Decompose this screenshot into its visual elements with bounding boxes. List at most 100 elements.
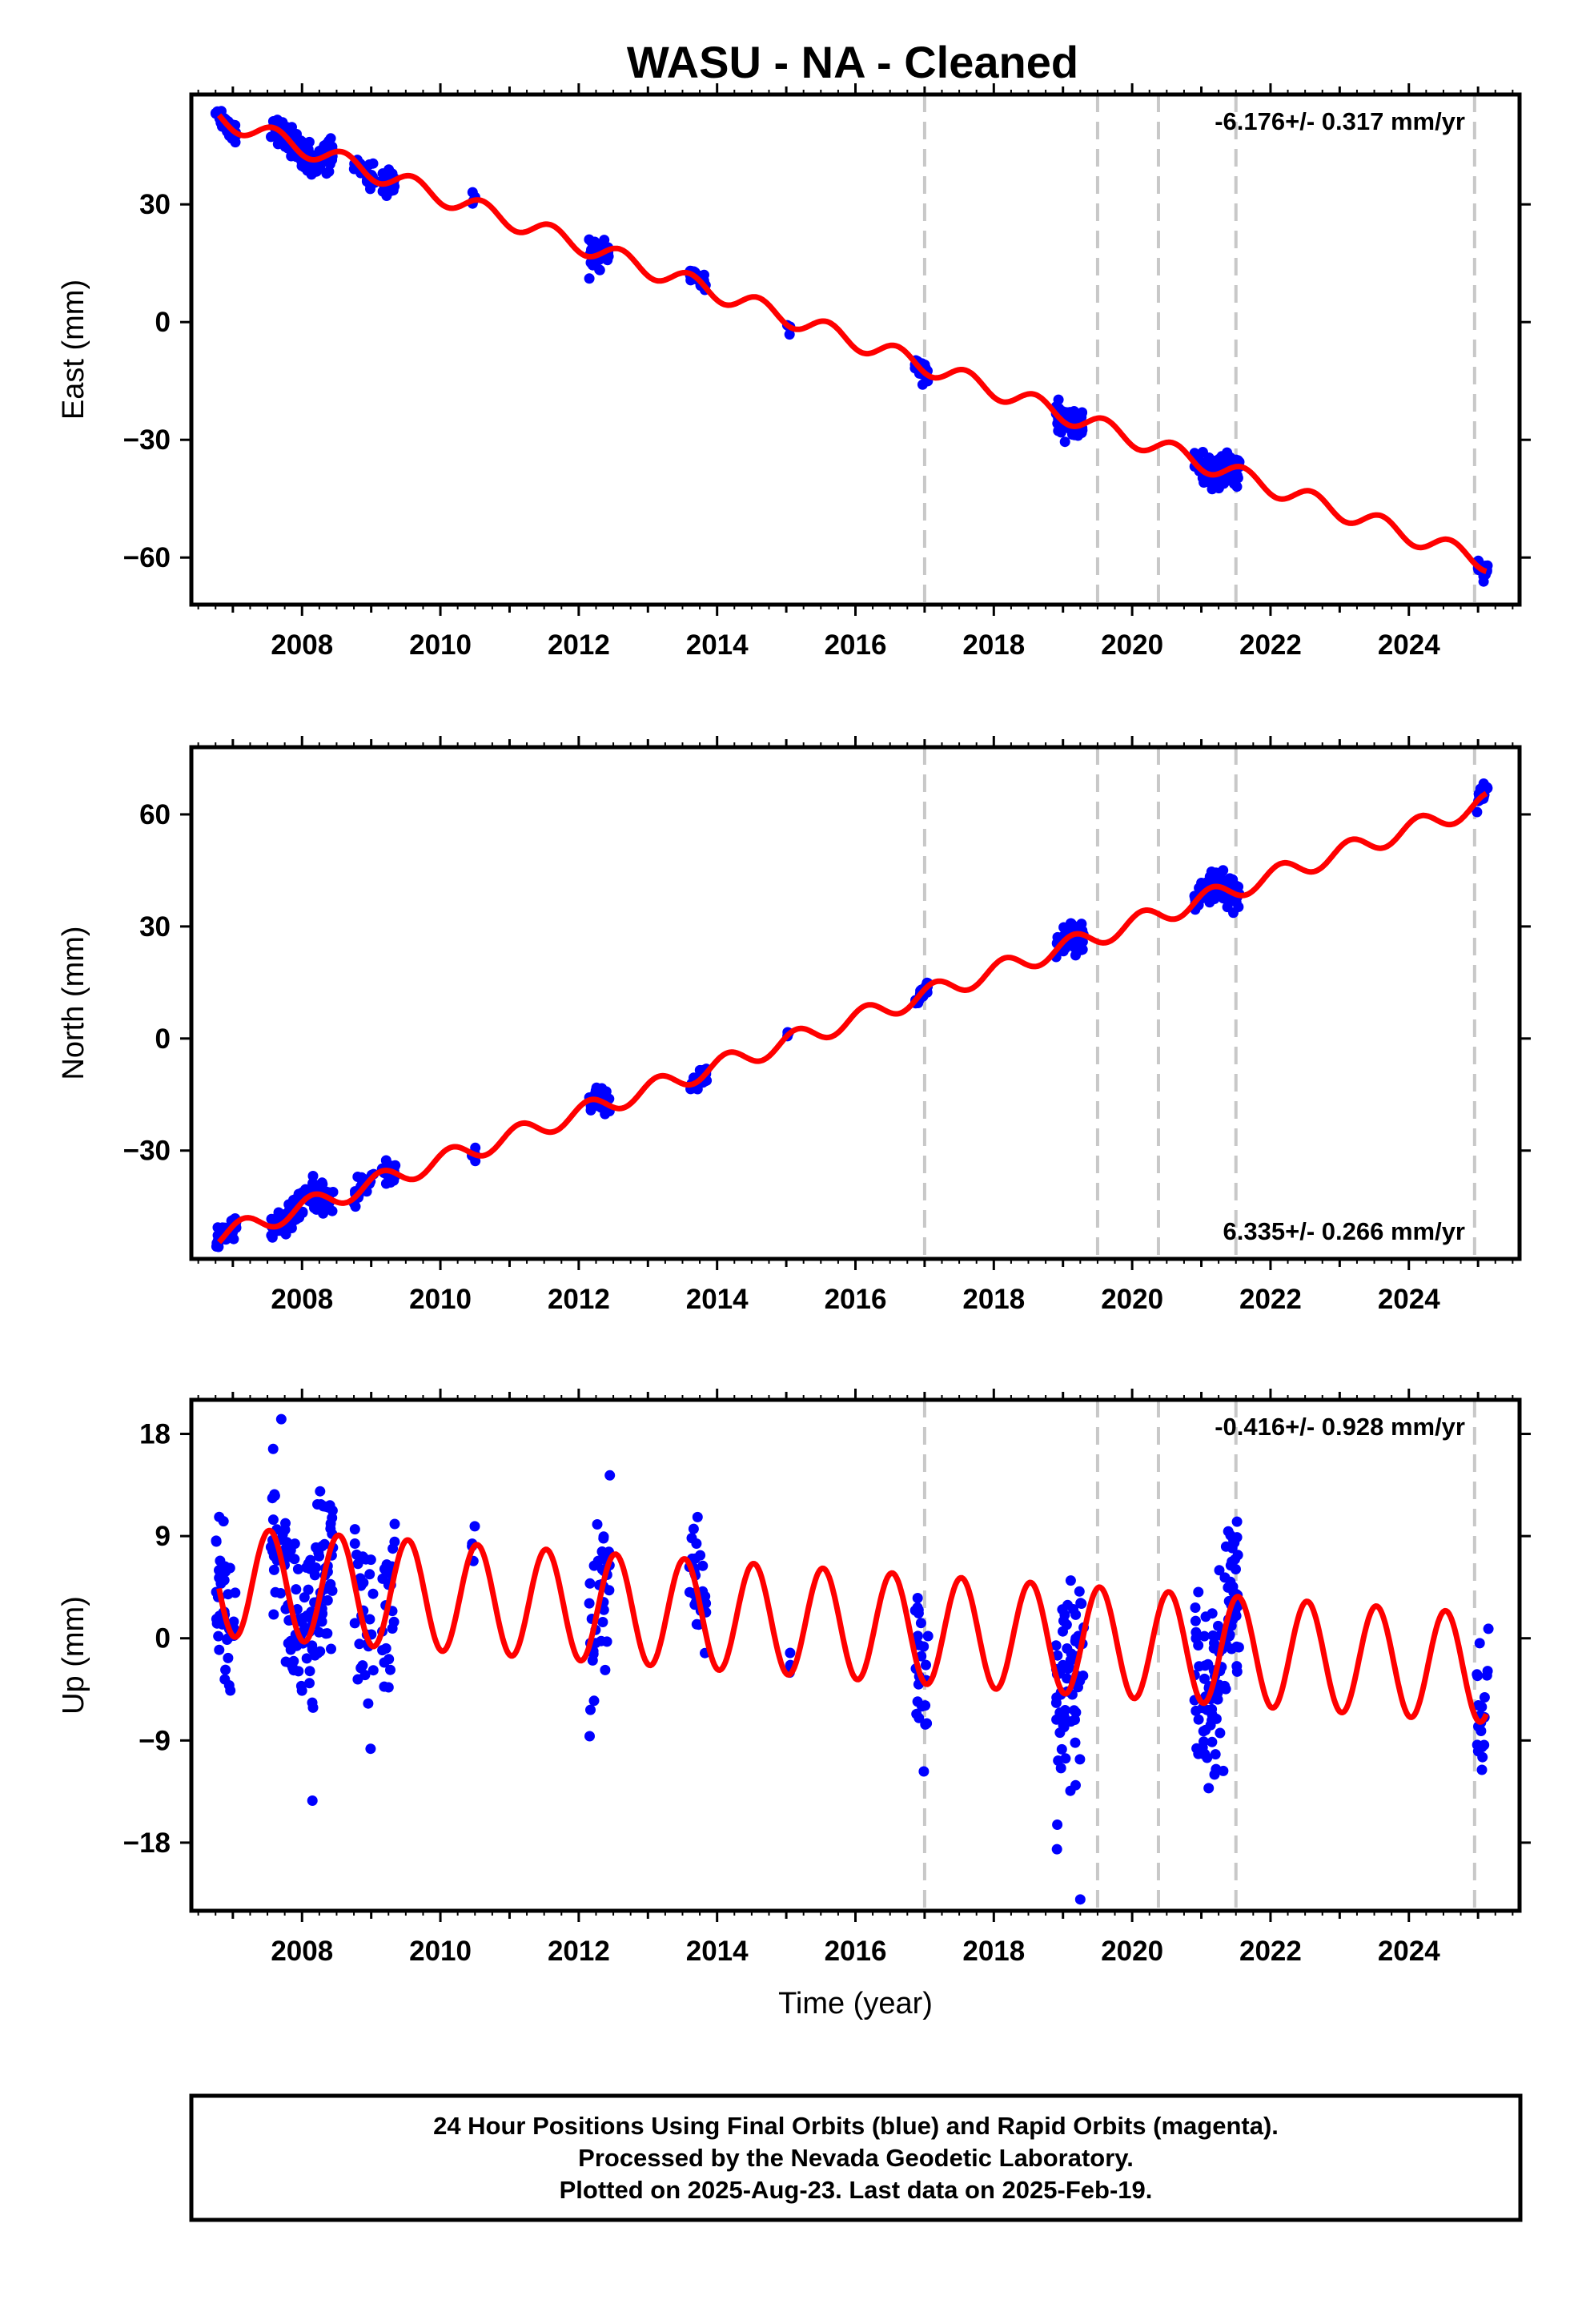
up-point-218 xyxy=(381,1559,392,1570)
caption-line-3: Plotted on 2025-Aug-23. Last data on 202… xyxy=(560,2176,1153,2204)
up-point-326 xyxy=(917,1701,927,1712)
up-point-511 xyxy=(1479,1692,1490,1703)
east-point-302 xyxy=(784,329,795,340)
east-ytick-label: 0 xyxy=(155,307,171,338)
up-point-75 xyxy=(268,1564,279,1575)
up-point-448 xyxy=(1208,1642,1219,1654)
up-point-267 xyxy=(598,1553,609,1563)
up-point-259 xyxy=(588,1560,600,1571)
up-point-7 xyxy=(214,1644,225,1655)
east-point-267 xyxy=(589,236,600,247)
up-point-217 xyxy=(389,1536,400,1547)
up-ylabel: Up (mm) xyxy=(57,1596,90,1715)
east-point-396 xyxy=(1073,428,1084,440)
up-point-188 xyxy=(352,1558,363,1570)
up-xtick-label: 2024 xyxy=(1378,1936,1440,1967)
up-point-167 xyxy=(307,1644,318,1655)
up-point-521 xyxy=(1483,1623,1494,1634)
north-point-507 xyxy=(1204,871,1215,883)
up-point-282 xyxy=(688,1523,699,1534)
east-model-line xyxy=(216,113,1488,574)
up-point-401 xyxy=(1190,1602,1201,1613)
up-point-39 xyxy=(211,1614,222,1625)
north-point-228 xyxy=(470,1156,481,1167)
north-model-line xyxy=(217,790,1488,1244)
east-point-233 xyxy=(584,273,595,284)
north-xtick-label: 2014 xyxy=(686,1284,749,1315)
up-point-138 xyxy=(318,1501,329,1512)
east-point-163 xyxy=(302,144,313,155)
north-point-150 xyxy=(316,1177,327,1188)
north-point-66 xyxy=(266,1230,277,1241)
north-xtick-label: 2016 xyxy=(825,1284,887,1315)
up-point-364 xyxy=(1062,1643,1073,1654)
up-point-396 xyxy=(1074,1675,1086,1687)
up-point-411 xyxy=(1209,1769,1220,1780)
up-point-297 xyxy=(684,1586,695,1598)
up-point-239 xyxy=(592,1519,603,1530)
up-point-308 xyxy=(912,1593,923,1603)
up-xtick-label: 2022 xyxy=(1239,1936,1302,1967)
up-point-214 xyxy=(377,1645,388,1656)
up-point-5 xyxy=(218,1516,229,1527)
north-point-167 xyxy=(294,1188,305,1200)
up-point-498 xyxy=(1191,1626,1202,1638)
up-point-530 xyxy=(275,1413,287,1425)
up-point-374 xyxy=(1062,1673,1073,1684)
east-ytick-label: −60 xyxy=(123,542,171,573)
up-point-500 xyxy=(1207,1608,1218,1619)
up-point-476 xyxy=(1231,1641,1243,1652)
up-point-361 xyxy=(1059,1705,1070,1715)
up-point-306 xyxy=(916,1651,927,1662)
up-point-526 xyxy=(1473,1700,1484,1711)
up-point-32 xyxy=(225,1685,236,1696)
up-point-291 xyxy=(692,1511,703,1522)
up-point-311 xyxy=(918,1766,930,1777)
north-point-189 xyxy=(352,1172,363,1182)
north-xtick-label: 2020 xyxy=(1101,1284,1163,1315)
up-point-119 xyxy=(314,1550,325,1562)
up-xtick-label: 2020 xyxy=(1101,1936,1163,1967)
east-point-131 xyxy=(303,136,315,147)
up-point-110 xyxy=(289,1538,300,1550)
east-xtick-label: 2016 xyxy=(825,629,887,661)
east-point-78 xyxy=(277,117,288,128)
up-point-74 xyxy=(283,1638,294,1649)
up-point-263 xyxy=(600,1664,611,1675)
north-ytick-label: 30 xyxy=(139,911,171,943)
east-ylabel: East (mm) xyxy=(57,279,90,420)
east-point-390 xyxy=(1059,436,1070,448)
up-point-280 xyxy=(695,1550,706,1561)
up-point-456 xyxy=(1207,1630,1219,1641)
up-point-459 xyxy=(1199,1736,1209,1747)
up-point-187 xyxy=(349,1524,360,1535)
up-point-232 xyxy=(585,1704,596,1715)
up-point-462 xyxy=(1231,1516,1243,1527)
up-point-330 xyxy=(1074,1586,1085,1597)
up-point-379 xyxy=(1051,1714,1062,1725)
up-xtick-label: 2010 xyxy=(409,1936,472,1967)
up-point-169 xyxy=(326,1643,336,1655)
up-point-432 xyxy=(1213,1620,1223,1631)
up-point-156 xyxy=(287,1663,299,1673)
up-point-389 xyxy=(1070,1707,1082,1718)
north-ylabel: North (mm) xyxy=(57,926,90,1080)
up-point-359 xyxy=(1065,1575,1076,1586)
up-ytick-label: 9 xyxy=(155,1521,171,1552)
up-point-70 xyxy=(270,1586,281,1598)
up-point-235 xyxy=(588,1695,600,1707)
up-point-189 xyxy=(364,1614,375,1625)
up-point-319 xyxy=(915,1618,926,1629)
north-point-159 xyxy=(315,1198,327,1209)
east-point-217 xyxy=(380,186,391,197)
up-point-81 xyxy=(291,1584,302,1595)
up-point-258 xyxy=(598,1531,609,1542)
up-point-162 xyxy=(307,1697,318,1708)
up-point-499 xyxy=(1230,1554,1240,1565)
up-point-451 xyxy=(1218,1765,1229,1776)
up-panel: 18 9 0 −9 −18 2008 2010 2012 2014 2016 2018 2020 202… xyxy=(57,1389,1531,2020)
up-point-525 xyxy=(1474,1638,1485,1649)
up-point-524 xyxy=(1481,1670,1492,1681)
east-panel: 30 0 −30 −60 2008 2010 2012 2014 2016 2018 2020 202… xyxy=(57,83,1531,661)
up-point-358 xyxy=(1055,1763,1066,1774)
